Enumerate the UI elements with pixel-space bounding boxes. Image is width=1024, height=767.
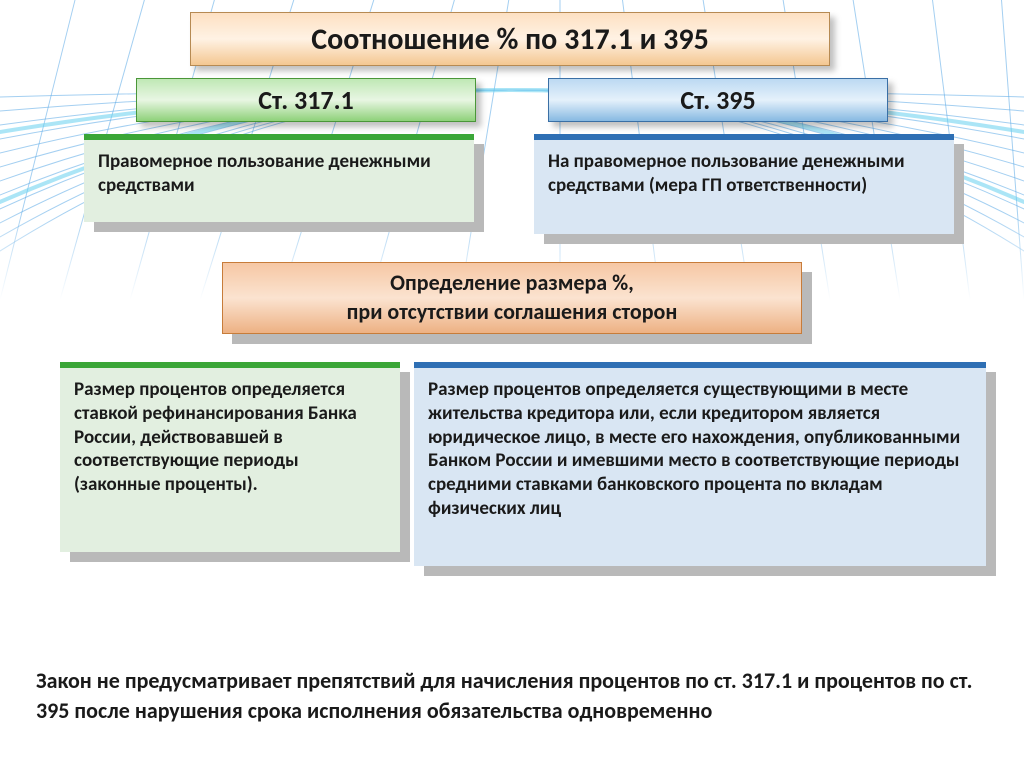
card-395-top: На правомерное пользование денежными сре…: [534, 134, 954, 234]
card-317-bottom: Размер процентов определяется ставкой ре…: [60, 362, 400, 552]
column-header-395: Ст. 395: [548, 78, 888, 122]
slide-title: Соотношение % по 317.1 и 395: [190, 12, 830, 66]
card-317-top: Правомерное пользование денежными средст…: [84, 134, 474, 222]
card-395-bottom: Размер процентов определяется существующ…: [414, 362, 986, 566]
middle-line2: при отсутствии соглашения сторон: [347, 298, 678, 327]
middle-line1: Определение размера %,: [390, 269, 634, 298]
column-header-317: Ст. 317.1: [136, 78, 476, 122]
footer-text: Закон не предусматривает препятствий для…: [36, 666, 996, 725]
middle-heading: Определение размера %, при отсутствии со…: [222, 262, 802, 334]
